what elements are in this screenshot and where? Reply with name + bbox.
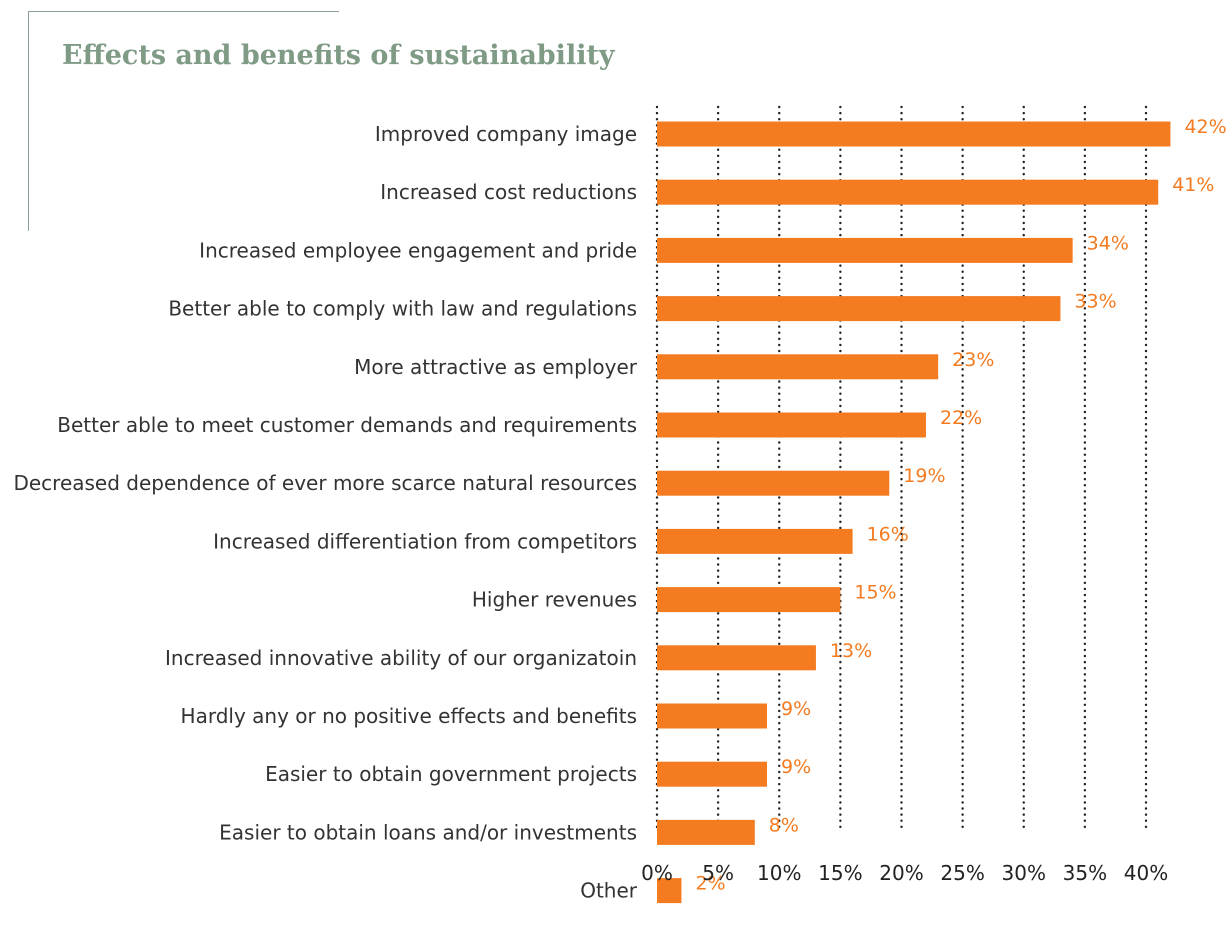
x-tick-labels: 0% 5% 10% 15% 20% 25% 30% 35% 40%: [641, 861, 1168, 885]
value-label: 8%: [769, 814, 799, 836]
value-label: 33%: [1074, 291, 1116, 313]
x-tick-label: 15%: [818, 861, 862, 885]
value-labels: 42% 41% 34% 33% 23% 22% 19% 16% 15% 13% 9% 9% 8% 2%: [695, 116, 1226, 895]
value-label: 23%: [952, 349, 994, 371]
x-tick-label: 35%: [1063, 861, 1107, 885]
value-label: 9%: [781, 698, 811, 720]
bar: [657, 528, 853, 554]
x-tick-label: 10%: [757, 861, 801, 885]
x-tick-label: 0%: [641, 861, 673, 885]
value-label: 22%: [940, 407, 982, 429]
category-labels: Improved company image Increased cost red…: [13, 122, 637, 903]
category-label: More attractive as employer: [354, 355, 638, 379]
x-tick-label: 25%: [940, 861, 984, 885]
x-tick-label: 30%: [1002, 861, 1046, 885]
category-label: Easier to obtain loans and/or investment…: [219, 820, 637, 844]
category-label: Higher revenues: [472, 588, 637, 612]
bar: [657, 878, 682, 904]
category-label: Increased employee engagement and pride: [199, 238, 637, 262]
value-label: 42%: [1184, 116, 1226, 138]
bars: [657, 121, 1171, 904]
bar: [657, 587, 841, 613]
bar: [657, 412, 926, 438]
bar: [657, 237, 1073, 263]
bar: [657, 470, 890, 496]
value-label: 16%: [867, 523, 909, 545]
category-label: Increased innovative ability of our orga…: [165, 646, 637, 670]
x-tick-label: 40%: [1124, 861, 1168, 885]
value-label: 2%: [695, 873, 725, 895]
category-label: Better able to meet customer demands and…: [57, 413, 637, 437]
bar: [657, 703, 768, 729]
category-label: Decreased dependence of ever more scarce…: [13, 471, 637, 495]
frame-top-rule: [28, 11, 339, 12]
bar: [657, 121, 1171, 147]
bar: [657, 296, 1061, 322]
x-tick-label: 5%: [702, 861, 734, 885]
frame-left-rule: [28, 11, 29, 231]
bar: [657, 645, 816, 671]
value-label: 15%: [854, 582, 896, 604]
category-label: Increased cost reductions: [380, 180, 637, 204]
category-label: Increased differentiation from competito…: [213, 529, 637, 553]
category-label: Better able to comply with law and regul…: [168, 297, 637, 321]
category-label: Hardly any or no positive effects and be…: [181, 704, 637, 728]
category-label: Other: [580, 879, 638, 903]
chart-title: Effects and benefits of sustainability: [62, 40, 615, 71]
value-label: 41%: [1172, 174, 1214, 196]
bar: [657, 819, 755, 845]
bar: [657, 354, 939, 380]
value-label: 19%: [903, 465, 945, 487]
category-label: Easier to obtain government projects: [265, 762, 637, 786]
value-label: 13%: [830, 640, 872, 662]
value-label: 34%: [1087, 232, 1129, 254]
x-tick-label: 20%: [879, 861, 923, 885]
bar: [657, 179, 1159, 205]
category-label: Improved company image: [375, 122, 637, 146]
value-label: 9%: [781, 756, 811, 778]
bar: [657, 761, 768, 787]
